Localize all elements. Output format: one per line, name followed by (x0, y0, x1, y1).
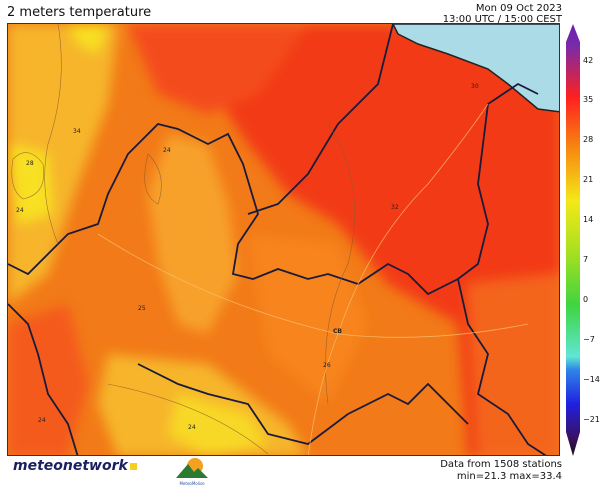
contour-label: 24 (16, 207, 24, 214)
colorbar-tick: 42 (583, 56, 594, 65)
colorbar-tick: 14 (583, 215, 594, 224)
contour-label: 26 (323, 362, 331, 369)
meteomolise-logo[interactable]: MeteoMolise (172, 456, 212, 486)
map-title: 2 meters temperature (7, 5, 152, 20)
contour-label: 28 (26, 160, 34, 167)
brand-text: meteonetwork (13, 458, 128, 474)
contour-label: 24 (163, 147, 171, 154)
station-stats: Data from 1508 stations min=21.3 max=33.4 (440, 459, 562, 483)
colorbar-tick: 28 (583, 135, 594, 144)
colorbar-tick: 7 (583, 255, 589, 264)
colorbar-tick: 21 (583, 175, 594, 184)
date-text: Mon 09 Oct 2023 (475, 3, 562, 14)
contour-label: 34 (73, 128, 81, 135)
colorbar (566, 24, 580, 456)
time-text: 13:00 UTC / 15:00 CEST (442, 14, 562, 25)
colorbar-tick: 0 (583, 295, 589, 304)
stations-count: Data from 1508 stations (440, 459, 562, 470)
colorbar-tick: −21 (583, 415, 600, 424)
timestamp: Mon 09 Oct 2023 13:00 UTC / 15:00 CEST (443, 3, 562, 25)
colorbar-tick: −7 (583, 335, 595, 344)
colorbar-tick: 35 (583, 95, 594, 104)
contour-label: 25 (138, 305, 146, 312)
colorbar-tick: −14 (583, 375, 600, 384)
contour-label: 24 (188, 424, 196, 431)
meteonetwork-logo[interactable]: meteonetwork (13, 458, 137, 474)
min-max: min=21.3 max=33.4 (456, 471, 562, 482)
city-label: CB (333, 328, 342, 335)
logo-square (129, 463, 137, 470)
partner-logo-text: MeteoMolise (179, 481, 205, 486)
contour-label: 30 (471, 83, 479, 90)
contour-label: 24 (38, 417, 46, 424)
contour-label: 32 (391, 204, 399, 211)
temperature-map[interactable]: 34 28 24 24 24 25 32 30 26 24 CB (7, 23, 560, 456)
